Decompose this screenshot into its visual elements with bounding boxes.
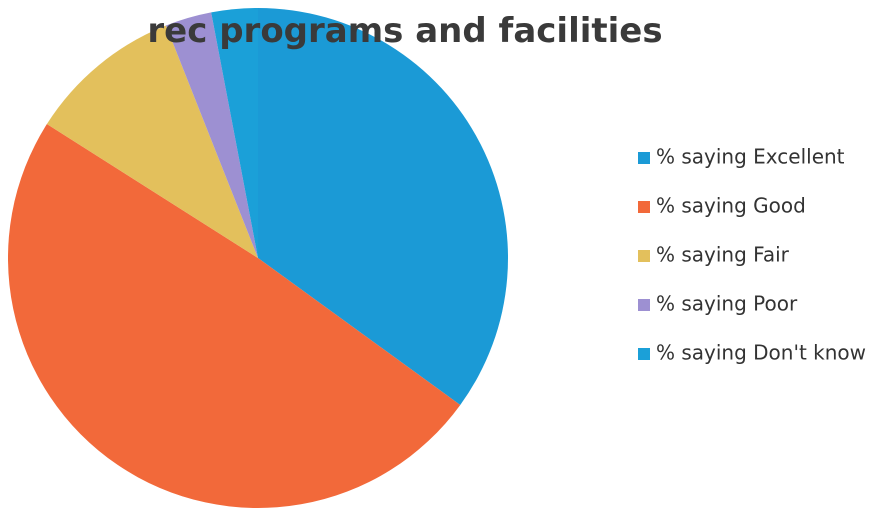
legend-swatch (638, 299, 650, 311)
chart-title: rec programs and facilities (147, 11, 662, 51)
legend-label: % saying Fair (656, 243, 790, 267)
pie (8, 8, 508, 508)
legend-swatch (638, 201, 650, 213)
pie-slice (8, 124, 461, 508)
pie-slice (258, 8, 508, 405)
legend-swatch (638, 348, 650, 360)
legend-label: % saying Excellent (656, 145, 845, 169)
pie-slice (46, 25, 259, 258)
legend: % saying Excellent % saying Good % saying … (638, 145, 866, 365)
pie-slice (211, 8, 258, 258)
legend-label: % saying Good (656, 194, 806, 218)
legend-label: % saying Don't know (656, 341, 866, 365)
pie-slice (165, 12, 258, 258)
legend-label: % saying Poor (656, 292, 798, 316)
legend-swatch (638, 152, 650, 164)
legend-swatch (638, 250, 650, 262)
